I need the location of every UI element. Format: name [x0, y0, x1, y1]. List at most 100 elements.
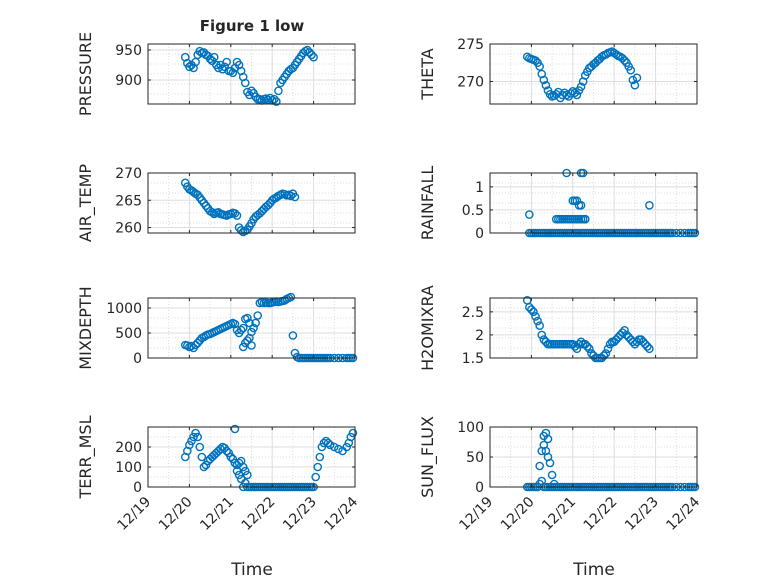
subplot-air_temp: 260 265 270 AIR_TEMP: [76, 164, 356, 242]
axes-frame: [489, 43, 698, 105]
data-point: [628, 75, 638, 85]
data-point: [251, 318, 260, 328]
axes-frame: [147, 43, 356, 105]
data-point: [309, 52, 318, 62]
data-point: [531, 312, 540, 321]
data-point: [531, 56, 540, 65]
data-point: [535, 461, 544, 471]
data-point: [243, 470, 252, 480]
data-point: [247, 86, 256, 96]
data-point: [620, 326, 629, 335]
data-point: [240, 78, 250, 88]
data-point: [611, 50, 621, 59]
data-point: [305, 48, 314, 57]
data-point: [601, 349, 611, 358]
y-tick-label: 275: [457, 37, 484, 53]
data-point: [527, 305, 536, 314]
y-axis-label: AIR_TEMP: [76, 164, 96, 242]
data-point: [348, 428, 358, 438]
data-point: [562, 90, 571, 100]
data-point: [632, 73, 642, 83]
x-tick-label: 12/20: [156, 494, 196, 534]
data-point: [533, 316, 542, 326]
data-point: [605, 339, 615, 349]
data-point: [185, 62, 194, 72]
data-point: [313, 462, 323, 472]
y-tick-label: 900: [115, 73, 142, 89]
figure-title: Figure 1 low: [200, 17, 305, 35]
data-point: [323, 438, 333, 448]
y-tick-label: 50: [466, 450, 484, 466]
y-axis-label: SUN_FLUX: [418, 416, 438, 498]
data-point: [525, 210, 534, 219]
subplot-h2omixra: 1.5 2 2.5 H2OMIXRA: [418, 285, 698, 371]
data-point: [193, 432, 202, 442]
data-point: [251, 92, 260, 102]
data-point: [576, 337, 586, 347]
y-tick-label: 2.5: [462, 305, 484, 321]
data-point: [645, 201, 654, 210]
data-point: [236, 225, 246, 235]
data-point: [576, 82, 586, 92]
data-point: [580, 214, 590, 224]
data-point: [249, 323, 258, 333]
data-point: [307, 50, 316, 60]
data-point: [286, 292, 296, 302]
axes-frame: [489, 172, 698, 234]
y-axis-label: TERR_MSL: [76, 415, 96, 499]
data-point: [599, 351, 609, 360]
data-point: [537, 330, 547, 340]
x-axis-label-left: Time: [230, 560, 273, 580]
y-tick-label: 200: [115, 440, 142, 456]
y-tick-label: 1000: [106, 301, 142, 317]
data-point: [274, 86, 283, 96]
data-point: [232, 211, 242, 220]
data-point: [209, 52, 219, 62]
data-point: [199, 462, 209, 472]
y-tick-label: 1.5: [462, 351, 484, 367]
data-point: [566, 89, 576, 98]
y-tick-label: 500: [115, 326, 142, 342]
y-tick-label: 950: [115, 43, 142, 59]
y-tick-label: 2: [475, 328, 484, 344]
data-point: [290, 192, 300, 202]
data-point: [626, 65, 636, 75]
data-point: [632, 337, 642, 347]
data-point: [288, 331, 298, 340]
subplot-rainfall: 0 0.5 1 RAINFALL: [418, 166, 700, 242]
data-point: [572, 90, 582, 100]
data-point: [334, 444, 343, 454]
data-point: [228, 68, 238, 78]
data-point: [253, 311, 263, 320]
data-point: [263, 200, 273, 210]
data-point: [643, 342, 652, 351]
subplot-mixdepth: 0 500 1000 MIXDEPTH: [76, 286, 358, 370]
data-point: [570, 88, 580, 98]
axes-frame: [147, 172, 356, 234]
x-tick-label: 12/20: [498, 494, 538, 534]
x-axis-label-right: Time: [572, 560, 615, 580]
data-point: [247, 341, 256, 350]
data-point: [541, 80, 551, 90]
data-point: [243, 336, 252, 345]
data-point: [543, 452, 553, 462]
y-axis-label: MIXDEPTH: [76, 286, 95, 369]
data-point: [243, 313, 252, 323]
y-tick-label: 0: [133, 480, 142, 496]
data-point: [529, 307, 538, 317]
data-point: [222, 446, 231, 456]
data-point: [618, 328, 627, 337]
data-point: [230, 424, 240, 434]
data-point: [195, 46, 205, 56]
data-point: [222, 57, 231, 67]
data-point: [245, 318, 254, 328]
axes-frame: [147, 426, 356, 488]
y-tick-label: 100: [115, 460, 142, 476]
y-axis-label: H2OMIXRA: [418, 285, 437, 371]
data-point: [245, 333, 254, 343]
data-point: [197, 452, 207, 462]
data-point: [195, 442, 205, 452]
x-tick-label: 12/19: [114, 494, 154, 534]
axes-frame: [147, 297, 356, 359]
data-point: [645, 344, 654, 354]
